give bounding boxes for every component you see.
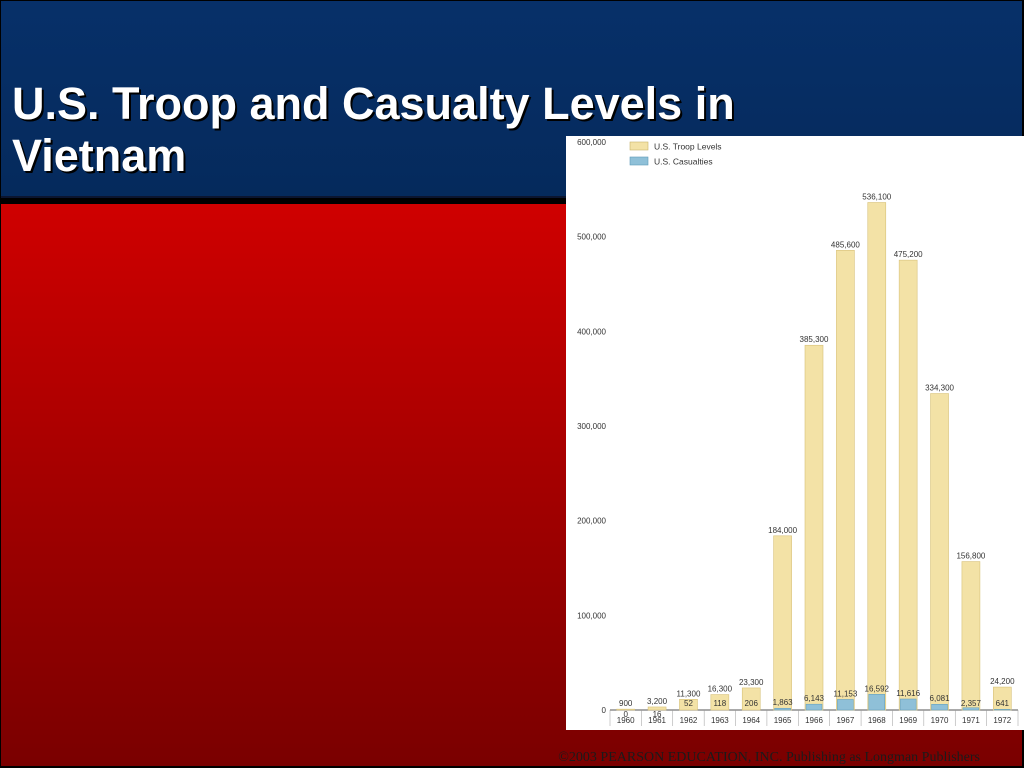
x-tick-label: 1963 [711,716,729,725]
troop-bar [930,393,949,711]
y-tick-label: 500,000 [577,233,606,242]
legend-label-casualties: U.S. Casualties [654,157,713,167]
copyright-footer: ©2003 PEARSON EDUCATION, INC. Publishing… [558,750,980,765]
x-tick-label: 1961 [648,716,666,725]
casualty-bar [931,703,948,711]
troop-bar [961,561,981,711]
x-tick-label: 1971 [962,716,980,725]
x-tick-label: 1969 [899,716,917,725]
casualty-value-label: 1,863 [773,698,794,707]
x-tick-label: 1967 [836,716,854,725]
troop-value-label: 536,100 [862,192,891,201]
casualty-bar [774,707,791,711]
casualty-value-label: 6,143 [804,694,825,703]
slide-title: U.S. Troop and Casualty Levels in Vietna… [12,78,735,181]
troop-casualty-bar-chart: 0 100,000 200,000 300,000 400,000 500,000 600,… [577,138,1019,726]
casualty-value-label: 206 [745,699,759,708]
x-tick-label: 1970 [931,716,949,725]
y-tick-label: 0 [602,706,607,715]
casualty-value-label: 0 [623,710,628,719]
casualty-value-label: 52 [684,699,693,708]
casualty-value-label: 2,357 [961,699,982,708]
casualty-bar [868,694,886,711]
troop-bar [867,202,887,711]
casualty-value-label: 16 [653,710,662,719]
troop-bar [773,535,792,711]
x-tick-label: 1964 [742,716,760,725]
casualty-value-label: 16,592 [865,684,890,693]
y-tick-label: 600,000 [577,138,606,147]
casualty-bar [837,699,854,711]
troop-bar [836,249,855,711]
troop-value-label: 24,200 [990,677,1015,686]
chart-panel: 0 100,000 200,000 300,000 400,000 500,000 600,… [566,136,1024,730]
y-tick-label: 200,000 [577,517,606,526]
casualty-bar [899,698,917,711]
x-tick-label: 1965 [774,716,792,725]
troop-value-label: 184,000 [768,526,797,535]
troop-value-label: 900 [619,699,633,708]
x-tick-label: 1960 [617,716,635,725]
casualty-value-label: 641 [996,699,1010,708]
x-tick-label: 1972 [993,716,1011,725]
troop-bar [710,694,730,711]
troop-bar [616,708,635,711]
casualty-value-label: 11,616 [896,689,920,698]
troop-value-label: 475,200 [894,250,923,259]
troop-value-label: 385,300 [800,335,829,344]
casualty-bar [805,703,823,711]
troop-value-label: 3,200 [647,697,668,706]
legend-swatch-casualties [629,156,649,166]
troop-bar [898,259,918,711]
casualty-bar [962,707,980,711]
troop-value-label: 11,300 [677,689,701,698]
troop-value-label: 334,300 [925,384,954,393]
troop-bar [679,699,698,711]
troop-bar [741,687,761,711]
troop-value-label: 23,300 [739,678,764,687]
x-tick-label: 1966 [805,716,823,725]
x-tick-label: 1968 [868,716,886,725]
casualty-bar [994,709,1011,711]
legend-swatch-troops [629,141,649,151]
y-tick-label: 300,000 [577,422,606,431]
x-tick-label: 1962 [680,716,698,725]
casualty-value-label: 118 [713,699,726,708]
y-tick-label: 100,000 [577,611,606,620]
y-tick-label: 400,000 [577,327,606,336]
troop-bar [804,344,824,711]
legend-label-troops: U.S. Troop Levels [654,142,722,152]
troop-value-label: 16,300 [708,685,733,694]
troop-bar [647,706,667,711]
troop-value-label: 156,800 [956,552,985,561]
casualty-value-label: 6,081 [930,694,951,703]
troop-value-label: 485,600 [831,240,860,249]
casualty-value-label: 11,153 [833,689,857,698]
